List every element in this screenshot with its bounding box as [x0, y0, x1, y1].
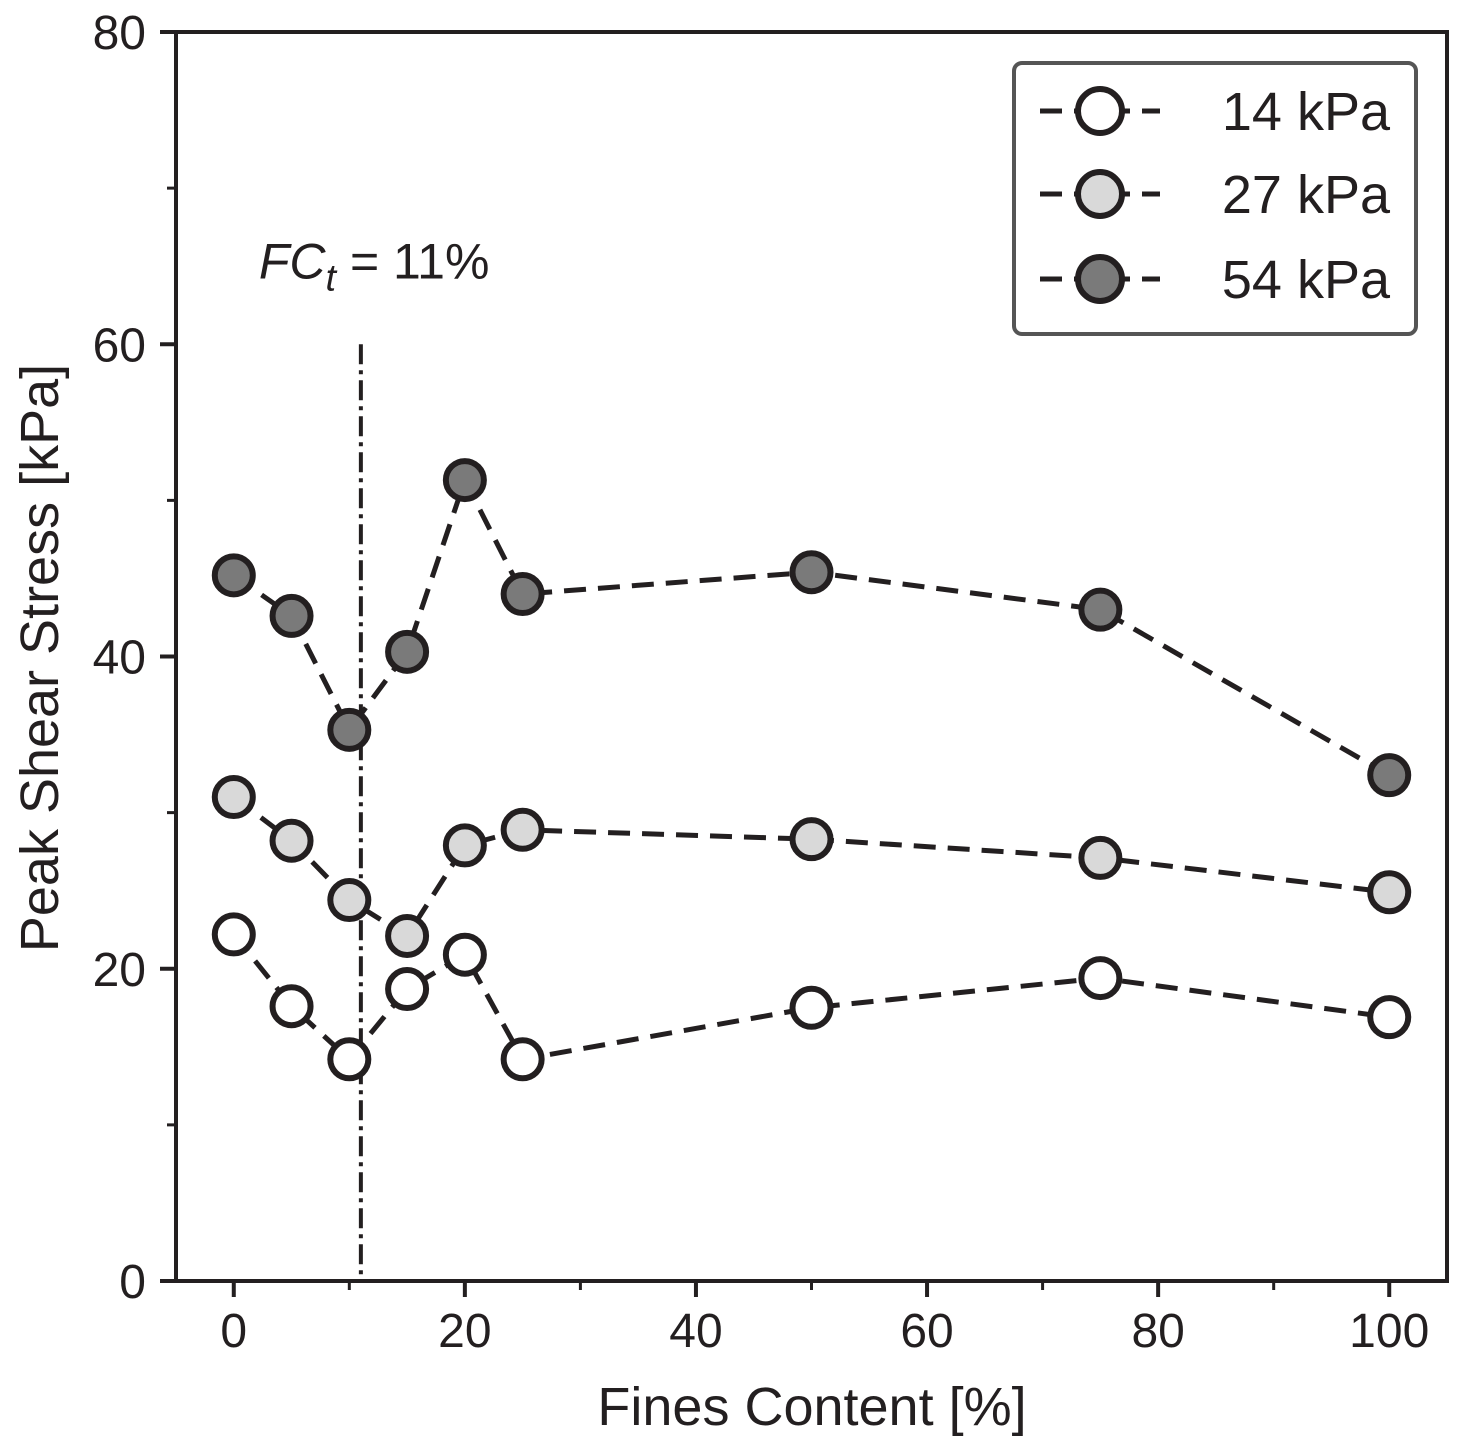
threshold-layer: FCt = 11% [259, 233, 490, 1281]
legend: 14 kPa 27 kPa 54 kPa [1012, 61, 1418, 336]
data-point [327, 878, 372, 923]
legend-label: 54 kPa [1222, 250, 1391, 310]
y-tick-label: 80 [93, 7, 146, 60]
data-point [789, 985, 834, 1030]
x-tick-label: 80 [1131, 1305, 1184, 1358]
x-tick-label: 0 [220, 1305, 247, 1358]
plot-frame [174, 30, 1449, 1283]
x-tick-label: 100 [1349, 1305, 1429, 1358]
x-tick-label: 20 [438, 1305, 491, 1358]
y-tick-label: 60 [93, 319, 146, 372]
data-point [1367, 753, 1412, 798]
data-point [442, 932, 487, 977]
data-point [385, 629, 430, 674]
data-point [1078, 835, 1123, 880]
data-point [211, 553, 256, 598]
threshold-label-sub: t [326, 257, 338, 299]
data-point [442, 823, 487, 868]
series-line [231, 932, 1390, 1063]
data-point [1367, 870, 1412, 915]
data-point [500, 807, 545, 852]
y-tick-label: 20 [93, 944, 146, 997]
data-point [327, 707, 372, 752]
data-point [500, 1037, 545, 1082]
legend-marker [1075, 169, 1125, 219]
threshold-label: FCt = 11% [259, 233, 490, 299]
data-point [211, 775, 256, 820]
data-point [269, 593, 314, 638]
y-tick-label: 40 [93, 632, 146, 685]
legend-marker [1075, 254, 1125, 304]
data-point [327, 1037, 372, 1082]
legend-label: 27 kPa [1222, 165, 1391, 225]
data-point [789, 550, 834, 595]
axes-layer: 0 20 40 60 80 100 0 20 40 60 80 [93, 7, 1430, 1358]
data-point [1078, 587, 1123, 632]
threshold-label-rest: = 11% [336, 233, 489, 289]
threshold-label-main: FC [259, 233, 327, 289]
data-point [385, 967, 430, 1012]
x-tick-label: 40 [669, 1305, 722, 1358]
data-point [1367, 995, 1412, 1040]
data-point [269, 984, 314, 1029]
data-point [1078, 956, 1123, 1001]
x-axis-label: Fines Content [%] [597, 1377, 1026, 1437]
data-point [442, 458, 487, 503]
series-layer [211, 458, 1412, 1082]
x-tick-label: 60 [900, 1305, 953, 1358]
data-point [269, 818, 314, 863]
data-point [789, 817, 834, 862]
data-point [211, 912, 256, 957]
y-axis-label: Peak Shear Stress [kPa] [10, 364, 70, 952]
y-tick-label: 0 [119, 1256, 146, 1309]
data-point [385, 913, 430, 958]
legend-label: 14 kPa [1222, 82, 1391, 142]
data-point [500, 572, 545, 617]
legend-marker [1075, 86, 1125, 136]
